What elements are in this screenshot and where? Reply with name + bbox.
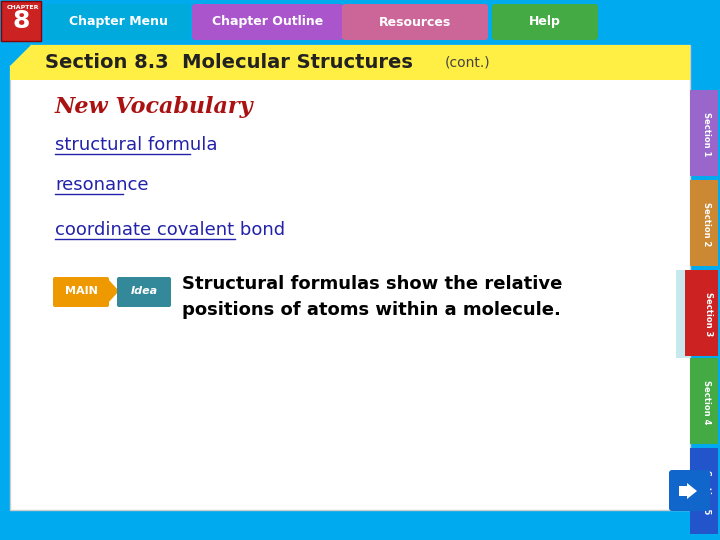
FancyBboxPatch shape — [685, 270, 718, 356]
FancyBboxPatch shape — [690, 358, 718, 444]
Text: Structural formulas show the relative
positions of atoms within a molecule.: Structural formulas show the relative po… — [182, 275, 562, 319]
FancyBboxPatch shape — [690, 448, 718, 534]
Text: Chapter Outline: Chapter Outline — [212, 16, 323, 29]
FancyBboxPatch shape — [117, 277, 171, 307]
FancyBboxPatch shape — [690, 90, 718, 176]
FancyBboxPatch shape — [53, 277, 109, 307]
Text: MAIN: MAIN — [65, 286, 97, 296]
Text: 8: 8 — [12, 9, 30, 33]
Text: CHAPTER: CHAPTER — [7, 5, 40, 10]
Text: structural formula: structural formula — [55, 136, 217, 154]
FancyBboxPatch shape — [669, 470, 710, 511]
Text: (cont.): (cont.) — [445, 56, 490, 70]
Text: Help: Help — [529, 16, 561, 29]
FancyBboxPatch shape — [10, 45, 690, 80]
Text: Section 3: Section 3 — [703, 292, 713, 336]
FancyArrow shape — [679, 483, 697, 499]
FancyBboxPatch shape — [690, 180, 718, 266]
FancyBboxPatch shape — [45, 4, 191, 40]
Text: Section 5: Section 5 — [701, 470, 711, 514]
Text: Section 4: Section 4 — [701, 380, 711, 424]
Text: resonance: resonance — [55, 176, 148, 194]
FancyBboxPatch shape — [1, 1, 41, 41]
FancyBboxPatch shape — [192, 4, 343, 40]
Text: coordinate covalent bond: coordinate covalent bond — [55, 221, 285, 239]
Text: Resources: Resources — [379, 16, 451, 29]
Text: Section 2: Section 2 — [701, 202, 711, 246]
FancyBboxPatch shape — [342, 4, 488, 40]
Text: Section 8.3  Molecular Structures: Section 8.3 Molecular Structures — [45, 53, 413, 72]
Text: New Vocabulary: New Vocabulary — [55, 96, 253, 118]
FancyArrow shape — [107, 278, 119, 304]
Text: Chapter Menu: Chapter Menu — [68, 16, 168, 29]
Polygon shape — [10, 45, 30, 65]
FancyBboxPatch shape — [492, 4, 598, 40]
Text: Section 1: Section 1 — [701, 112, 711, 156]
FancyBboxPatch shape — [676, 270, 690, 358]
FancyBboxPatch shape — [10, 45, 690, 510]
Text: Idea: Idea — [130, 286, 158, 296]
